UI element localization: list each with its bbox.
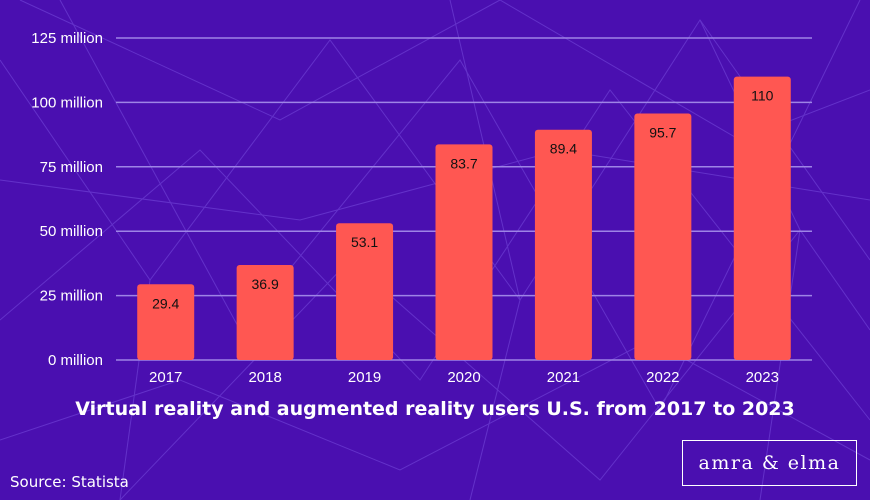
bar <box>137 284 195 360</box>
y-tick-label: 100 million <box>31 94 103 111</box>
x-tick-label: 2023 <box>746 369 779 386</box>
bar-value-label: 53.1 <box>351 234 378 250</box>
x-tick-label: 2020 <box>447 369 480 386</box>
y-tick-label: 125 million <box>31 30 103 47</box>
bar-value-label: 83.7 <box>450 155 477 171</box>
x-axis-ticks: 2017 2018 2019 2020 2021 2022 2023 <box>149 369 779 386</box>
x-tick-label: 2021 <box>547 369 580 386</box>
bar <box>733 76 791 360</box>
bar <box>435 144 493 360</box>
bar-value-label: 36.9 <box>252 276 279 292</box>
bar-chart: 0 million 25 million 50 million 75 million 1… <box>31 30 812 386</box>
x-tick-label: 2017 <box>149 369 182 386</box>
bar-value-label: 89.4 <box>550 141 577 157</box>
logo-text: amra & elma <box>698 452 841 474</box>
y-tick-label: 25 million <box>40 288 103 305</box>
brand-logo: amra & elma <box>682 440 857 486</box>
x-tick-label: 2022 <box>646 369 679 386</box>
x-tick-label: 2018 <box>248 369 281 386</box>
y-axis-ticks: 0 million 25 million 50 million 75 million 1… <box>31 30 103 369</box>
bars: 29.4 36.9 53.1 83.7 89.4 95.7 110 <box>137 76 791 360</box>
y-tick-label: 50 million <box>40 223 103 240</box>
bar-value-label: 95.7 <box>649 124 676 140</box>
bar-value-label: 29.4 <box>152 295 179 311</box>
bar-value-label: 110 <box>751 88 774 104</box>
bar <box>336 223 394 360</box>
y-tick-label: 75 million <box>40 159 103 176</box>
bar <box>534 129 592 360</box>
bar <box>236 264 294 360</box>
chart-title: Virtual reality and augmented reality us… <box>75 398 795 420</box>
y-tick-label: 0 million <box>48 352 103 369</box>
source-label: Source: Statista <box>10 473 129 491</box>
x-tick-label: 2019 <box>348 369 381 386</box>
bar <box>634 113 692 360</box>
